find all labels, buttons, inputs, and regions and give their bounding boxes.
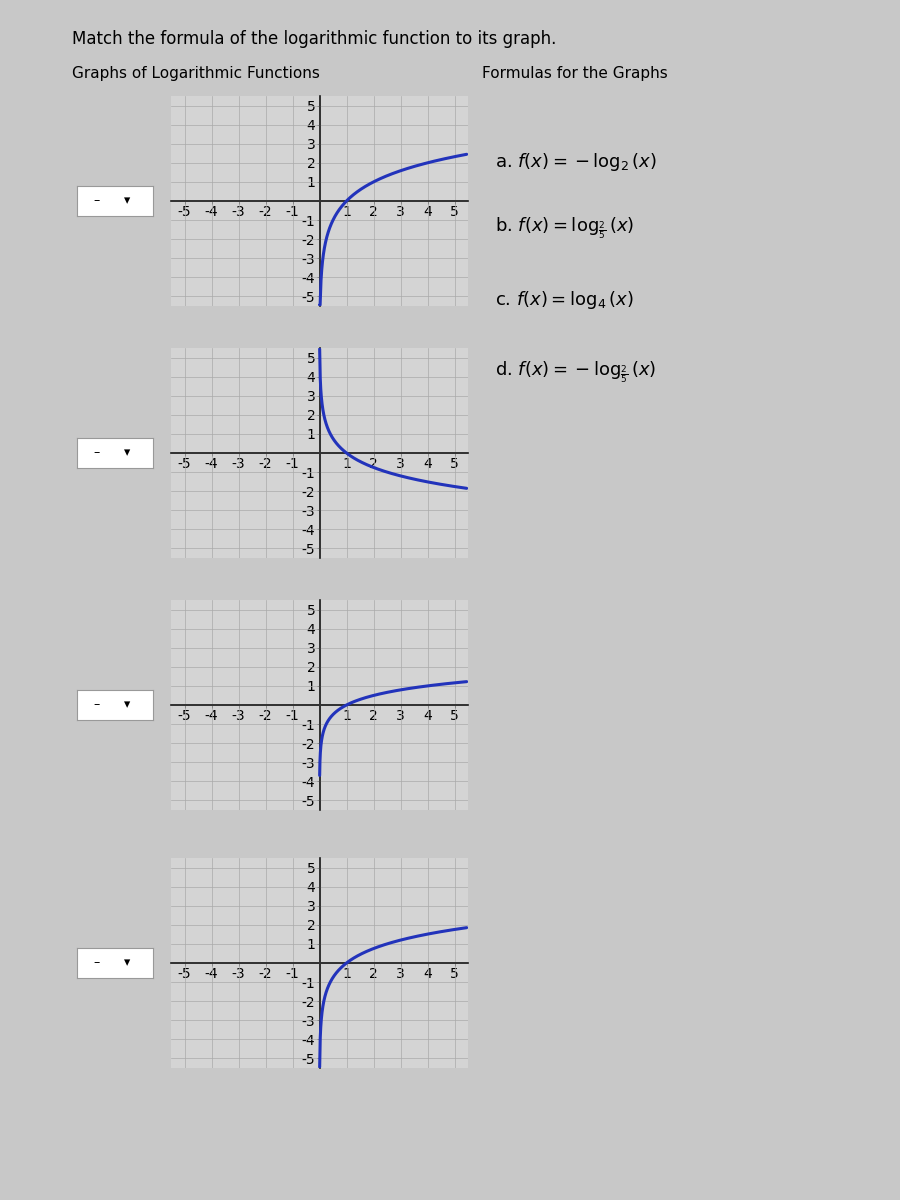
Text: –: – [94,194,100,208]
Text: a. $f(x) = -\log_2(x)$: a. $f(x) = -\log_2(x)$ [495,151,657,173]
Text: d. $f(x) = -\log_{\frac{2}{5}}(x)$: d. $f(x) = -\log_{\frac{2}{5}}(x)$ [495,359,656,385]
Text: ▾: ▾ [124,956,130,970]
Text: –: – [94,446,100,460]
Text: c. $f(x) = \log_4(x)$: c. $f(x) = \log_4(x)$ [495,289,634,311]
Text: Graphs of Logarithmic Functions: Graphs of Logarithmic Functions [72,66,320,80]
Text: –: – [94,956,100,970]
Text: Match the formula of the logarithmic function to its graph.: Match the formula of the logarithmic fun… [72,30,556,48]
Text: Formulas for the Graphs: Formulas for the Graphs [482,66,667,80]
Text: ▾: ▾ [124,446,130,460]
Text: b. $f(x) = \log_{\frac{2}{5}}(x)$: b. $f(x) = \log_{\frac{2}{5}}(x)$ [495,215,634,241]
Text: –: – [94,698,100,712]
Text: ▾: ▾ [124,194,130,208]
Text: ▾: ▾ [124,698,130,712]
